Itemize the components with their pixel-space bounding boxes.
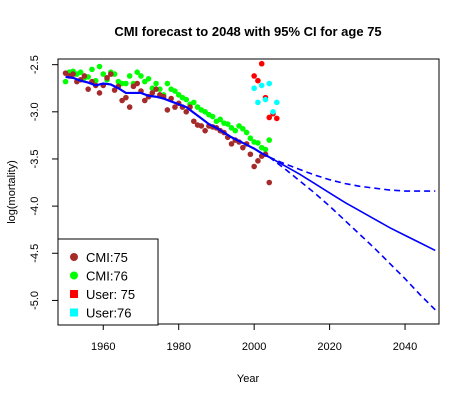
legend-label: CMI:76 xyxy=(86,269,128,284)
x-axis-label: Year xyxy=(237,373,260,385)
cmi76-point xyxy=(62,78,69,85)
legend-label: User: 75 xyxy=(86,287,135,302)
cmi76-point xyxy=(217,116,224,123)
user75-point xyxy=(273,115,280,122)
x-tick-label: 2040 xyxy=(393,341,417,353)
cmi76-point xyxy=(134,69,141,76)
cmi76-point xyxy=(266,137,273,143)
cmi76-point xyxy=(247,135,254,142)
x-tick-label: 1960 xyxy=(91,341,115,353)
cmi76-point xyxy=(209,113,216,120)
legend-label: User:76 xyxy=(86,306,132,321)
plot-area xyxy=(57,58,440,325)
cmi75-point xyxy=(153,86,159,92)
cmi75-point xyxy=(172,104,178,110)
y-axis-label: log(mortality) xyxy=(6,160,18,224)
forecast-ci-lower-line xyxy=(268,156,436,311)
cmi76-point xyxy=(100,71,107,77)
legend-marker xyxy=(70,253,78,261)
cmi75-point xyxy=(126,104,133,110)
cmi75-point xyxy=(240,144,246,151)
cmi76-point xyxy=(240,125,246,132)
cmi75-point xyxy=(228,141,235,147)
historical-fit-line xyxy=(65,75,270,159)
cmi76-point xyxy=(255,140,261,146)
x-tick-label: 2020 xyxy=(317,341,341,353)
cmi75-point xyxy=(198,123,205,129)
cmi75-point xyxy=(96,90,103,96)
legend-label: CMI:75 xyxy=(86,250,128,265)
cmi75-point xyxy=(81,73,88,79)
chart-title: CMI forecast to 2048 with 95% CI for age… xyxy=(114,24,381,39)
forecast-central-line xyxy=(268,156,436,252)
cmi76-point xyxy=(191,99,197,106)
cmi76-point xyxy=(126,73,133,79)
legend-marker xyxy=(70,271,78,280)
cmi75-point xyxy=(164,107,171,113)
cmi75-point xyxy=(247,151,254,158)
x-tick-label: 2000 xyxy=(242,341,266,353)
user76-point xyxy=(273,99,280,106)
legend-marker xyxy=(70,290,78,298)
cmi75-point xyxy=(111,87,118,93)
forecast-ci-upper-line xyxy=(268,156,436,192)
user76-point xyxy=(251,85,257,92)
y-tick-label: -5.0 xyxy=(29,291,41,310)
cmi75-point xyxy=(123,94,129,101)
cmi76-point xyxy=(138,73,144,79)
cmi75-point xyxy=(108,71,114,77)
cmi75-point xyxy=(149,90,156,96)
user75-point xyxy=(258,60,265,67)
cmi75-point xyxy=(251,163,257,170)
cmi76-point xyxy=(77,69,84,76)
user76-point xyxy=(266,80,273,87)
cmi76-point xyxy=(243,129,250,136)
legend: CMI:75 CMI:76 User: 75 User:76 xyxy=(57,238,159,326)
cmi76-point xyxy=(172,88,178,94)
cmi75-point xyxy=(134,80,141,87)
cmi75-point xyxy=(141,97,148,104)
user76-point xyxy=(262,96,269,103)
cmi76-point xyxy=(224,121,231,127)
cmi76-point xyxy=(262,146,269,153)
cmi76-point xyxy=(153,80,159,87)
y-tick-label: -4.5 xyxy=(29,244,41,263)
user75-point xyxy=(251,73,257,79)
cmi75-point xyxy=(183,109,190,115)
user76-point xyxy=(255,99,261,106)
user75-point xyxy=(255,77,261,84)
user75-point xyxy=(266,114,273,121)
cmi76-point xyxy=(164,80,171,87)
cmi75-point xyxy=(104,75,110,81)
cmi76-point xyxy=(183,96,190,103)
y-tick-label: -2.5 xyxy=(29,55,41,74)
cmi75-point xyxy=(70,71,76,77)
cmi76-point xyxy=(96,63,103,70)
cmi76-point xyxy=(232,127,239,134)
series-layer xyxy=(62,60,436,311)
cmi76-point xyxy=(89,66,95,73)
y-tick-label: -3.5 xyxy=(29,149,41,168)
cmi75-point xyxy=(85,86,91,92)
legend-marker xyxy=(70,308,78,317)
cmi75-point xyxy=(266,179,273,186)
x-tick-label: 1980 xyxy=(166,341,190,353)
user76-point xyxy=(270,109,276,115)
cmi76-point xyxy=(145,76,152,82)
cmi75-point xyxy=(191,118,197,125)
cmi75-point xyxy=(255,158,261,164)
y-tick-label: -4.0 xyxy=(29,197,41,216)
y-tick-label: -3.0 xyxy=(29,102,41,121)
cmi75-point xyxy=(202,127,208,134)
cmi76-point xyxy=(123,80,129,87)
user76-point xyxy=(258,82,265,89)
axes-layer: 1960 1980 2000 2020 2040 -2.5 -3.0 -3.5 -4.0 -4.5… xyxy=(29,55,417,353)
